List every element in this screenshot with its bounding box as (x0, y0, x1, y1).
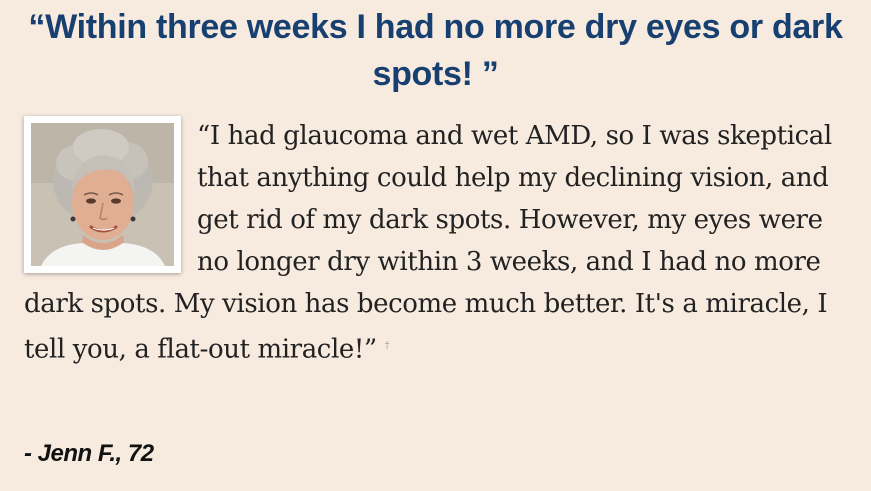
customer-portrait (31, 123, 174, 266)
testimonial-headline: “Within three weeks I had no more dry ey… (28, 8, 843, 93)
footnote-dagger: † (384, 341, 390, 351)
quote-text: “I had glaucoma and wet AMD, so I was sk… (24, 121, 832, 365)
testimonial-quote: “I had glaucoma and wet AMD, so I was sk… (24, 115, 854, 371)
customer-photo-frame (24, 116, 181, 273)
testimonial-attribution: - Jenn F., 72 (24, 440, 154, 467)
photo-spacer (24, 115, 197, 283)
